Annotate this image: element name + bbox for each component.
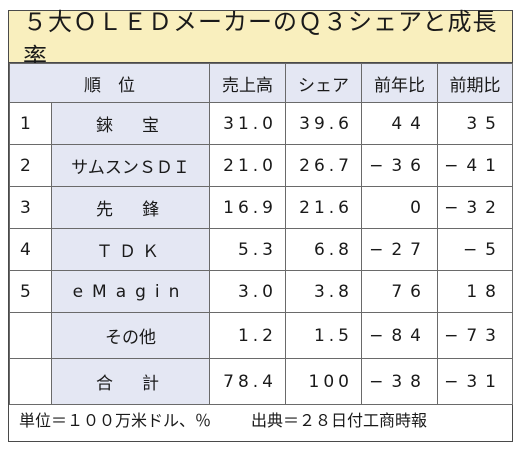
qoq-cell: −73 <box>437 312 513 359</box>
yoy-cell: −84 <box>361 312 438 359</box>
column-header-rank: 順 位 <box>9 63 210 103</box>
sales-cell: 21.0 <box>209 144 286 187</box>
rank-cell: 3 <box>9 186 52 229</box>
share-cell: 1.5 <box>285 312 362 359</box>
share-cell: 100 <box>285 358 362 405</box>
table-footer: 単位＝１００万米ドル、％ 出典＝２８日付工商時報 <box>9 396 512 441</box>
rank-cell <box>9 312 52 359</box>
table-row: 2 サムスンＳＤＩ 21.0 26.7 −36 −41 <box>9 144 513 187</box>
column-header-qoq: 前期比 <box>437 63 513 103</box>
company-cell: 先 鋒 <box>51 186 210 229</box>
table-row: その他 1.2 1.5 −84 −73 <box>9 312 513 359</box>
sales-cell: 16.9 <box>209 186 286 229</box>
company-cell: サムスンＳＤＩ <box>51 144 210 187</box>
table-row: 4 ＴＤＫ 5.3 6.8 −27 −5 <box>9 228 513 271</box>
share-cell: 39.6 <box>285 102 362 145</box>
company-cell: eMagin <box>51 270 210 313</box>
qoq-cell: −5 <box>437 228 513 271</box>
yoy-cell: 76 <box>361 270 438 313</box>
qoq-cell: 18 <box>437 270 513 313</box>
company-cell: 錸 宝 <box>51 102 210 145</box>
company-cell: ＴＤＫ <box>51 228 210 271</box>
share-cell: 21.6 <box>285 186 362 229</box>
table-frame: ５大ＯＬＥＤメーカーのＱ３シェアと成長率 順 位 売上高 シェア 前年比 前期比… <box>8 8 513 442</box>
sales-cell: 1.2 <box>209 312 286 359</box>
rank-cell: 2 <box>9 144 52 187</box>
yoy-cell: −27 <box>361 228 438 271</box>
unit-note: 単位＝１００万米ドル、％ <box>19 410 212 430</box>
share-cell: 3.8 <box>285 270 362 313</box>
table-header-row: 順 位 売上高 シェア 前年比 前期比 <box>9 63 513 103</box>
qoq-cell: −31 <box>437 358 513 405</box>
sales-cell: 3.0 <box>209 270 286 313</box>
yoy-cell: −36 <box>361 144 438 187</box>
qoq-cell: −41 <box>437 144 513 187</box>
rank-cell: 1 <box>9 102 52 145</box>
qoq-cell: −32 <box>437 186 513 229</box>
yoy-cell: −38 <box>361 358 438 405</box>
column-header-yoy: 前年比 <box>361 63 438 103</box>
rank-cell: 4 <box>9 228 52 271</box>
table-row: 3 先 鋒 16.9 21.6 0 −32 <box>9 186 513 229</box>
rank-cell <box>9 358 52 405</box>
rank-cell: 5 <box>9 270 52 313</box>
yoy-cell: 0 <box>361 186 438 229</box>
company-cell: 合 計 <box>51 358 210 405</box>
qoq-cell: 35 <box>437 102 513 145</box>
table-title: ５大ＯＬＥＤメーカーのＱ３シェアと成長率 <box>9 8 512 71</box>
sales-cell: 31.0 <box>209 102 286 145</box>
share-cell: 26.7 <box>285 144 362 187</box>
table-row: 1 錸 宝 31.0 39.6 44 35 <box>9 102 513 145</box>
table-row-total: 合 計 78.4 100 −38 −31 <box>9 358 513 405</box>
table-row: 5 eMagin 3.0 3.8 76 18 <box>9 270 513 313</box>
company-cell: その他 <box>51 312 210 359</box>
source-note: 出典＝２８日付工商時報 <box>251 410 428 430</box>
data-table: 順 位 売上高 シェア 前年比 前期比 1 錸 宝 31.0 39.6 44 3… <box>9 63 513 405</box>
sales-cell: 5.3 <box>209 228 286 271</box>
column-header-share: シェア <box>285 63 362 103</box>
column-header-sales: 売上高 <box>209 63 286 103</box>
share-cell: 6.8 <box>285 228 362 271</box>
yoy-cell: 44 <box>361 102 438 145</box>
